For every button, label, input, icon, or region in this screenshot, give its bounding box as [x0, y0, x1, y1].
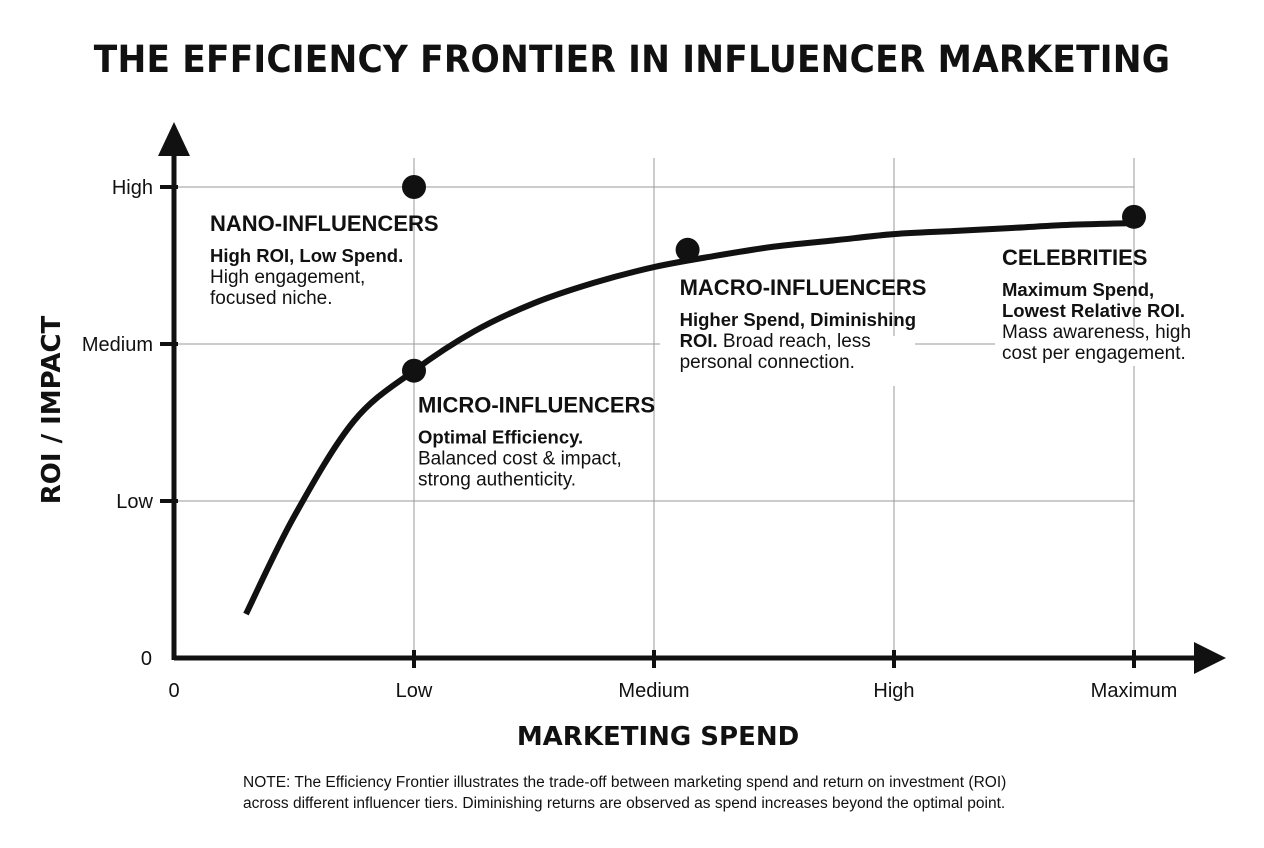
y-tick-label-0: 0 — [141, 648, 152, 670]
x-tick-label-1: Low — [396, 680, 433, 702]
annotation-line-3-0: Mass awareness, high — [1002, 322, 1191, 343]
data-point-3 — [1122, 204, 1146, 229]
data-point-2 — [675, 237, 700, 262]
data-point-0 — [402, 175, 426, 199]
annotation-title-1: MICRO-INFLUENCERS — [418, 393, 655, 418]
y-tick-label-2: Medium — [82, 334, 153, 356]
annotation-line-0-0: High engagement, — [210, 267, 365, 288]
annotation-line-1-1: strong authenticity. — [418, 470, 576, 491]
annotation-bold-0: High ROI, Low Spend. — [210, 245, 403, 266]
annotation-title-3: CELEBRITIES — [1002, 245, 1147, 270]
y-tick-label-1: Low — [116, 491, 153, 513]
footnote: NOTE: The Efficiency Frontier illustrate… — [243, 772, 1143, 814]
axes — [158, 122, 1226, 674]
grid-lines — [174, 158, 1135, 658]
annotation-line-0-1: focused niche. — [210, 288, 333, 309]
annotation-bold-2: Higher Spend, Diminishing — [680, 309, 916, 330]
axis-ticks: 0 Low Medium High Maximum 0 Low Medium High — [82, 177, 1177, 702]
x-tick-label-2: Medium — [618, 680, 689, 702]
annotation-title-2: MACRO-INFLUENCERS — [680, 275, 927, 300]
frontier-curve — [243, 220, 1135, 616]
annotation-bg-1 — [995, 336, 1195, 366]
chart-title: THE EFFICIENCY FRONTIER IN INFLUENCER MA… — [93, 38, 1171, 81]
annotation-bold-1: Optimal Efficiency. — [418, 427, 583, 448]
footnote-line-1: NOTE: The Efficiency Frontier illustrate… — [243, 774, 1007, 791]
annotation-bold2-2: ROI. Broad reach, less — [680, 330, 871, 352]
annotation-line-3-1: cost per engagement. — [1002, 343, 1186, 364]
footnote-line-2: across different influencer tiers. Dimin… — [243, 795, 1006, 812]
y-axis-arrow — [158, 122, 190, 156]
data-points — [402, 175, 1146, 383]
x-tick-label-0: 0 — [168, 680, 179, 702]
y-tick-label-3: High — [112, 177, 153, 199]
x-axis-arrow — [1194, 642, 1226, 674]
x-tick-label-4: Maximum — [1091, 680, 1178, 702]
x-axis-title: MARKETING SPEND — [517, 722, 799, 752]
annotation-bold2-3: Lowest Relative ROI. — [1002, 300, 1185, 321]
data-point-1 — [402, 358, 426, 383]
annotation-bold-3: Maximum Spend, — [1002, 279, 1154, 300]
annotation-bg-0 — [660, 336, 915, 386]
annotation-line-2-0: personal connection. — [680, 352, 855, 373]
annotation-line-1-0: Balanced cost & impact, — [418, 449, 622, 470]
x-tick-label-3: High — [873, 680, 914, 702]
annotation-title-0: NANO-INFLUENCERS — [210, 211, 439, 236]
y-axis-title: ROI / IMPACT — [37, 315, 67, 504]
